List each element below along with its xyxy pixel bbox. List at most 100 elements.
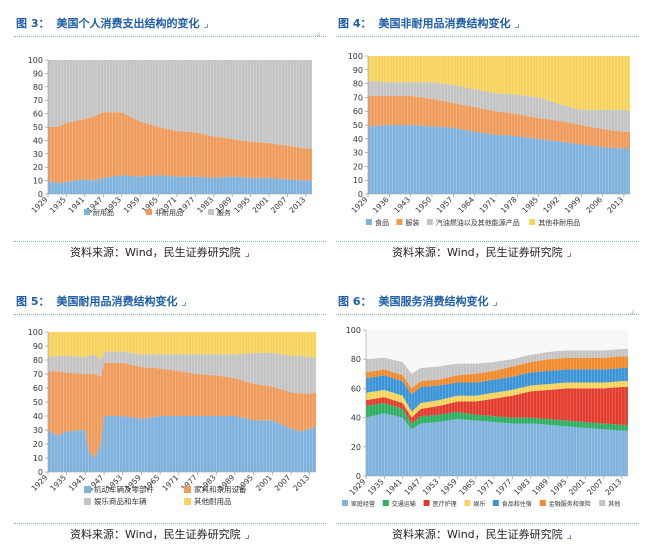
legend-swatch bbox=[529, 219, 536, 225]
y-tick-label: 50 bbox=[353, 121, 363, 130]
source-line: 资料来源：Wind，民生证券研究院 ⌟ bbox=[70, 526, 250, 544]
chart-title: 图 4： 美国非耐用品消费结构变化 ⌟ bbox=[338, 14, 520, 34]
x-tick-label: 1929 bbox=[350, 195, 370, 215]
title-mark-icon: ⌟ bbox=[181, 295, 187, 308]
y-tick-label: 20 bbox=[33, 440, 43, 449]
legend-swatch bbox=[184, 498, 191, 505]
x-tick-label: 1978 bbox=[499, 195, 519, 215]
column-stripes bbox=[47, 60, 313, 194]
legend: 家庭经营 交通运输 医疗护理 娱乐 食品和住宿 金融服务和保险 其他 bbox=[342, 500, 620, 508]
y-tick-label: 100 bbox=[348, 52, 363, 61]
x-tick-label: 1989 bbox=[530, 477, 550, 497]
y-tick-label: 70 bbox=[353, 93, 363, 102]
legend-swatch bbox=[539, 500, 546, 506]
y-tick-label: 60 bbox=[351, 384, 361, 393]
y-tick-label: 100 bbox=[346, 326, 361, 335]
x-tick-label: 1935 bbox=[48, 473, 68, 493]
legend-swatch bbox=[84, 498, 91, 505]
legend-label: 食品 bbox=[375, 218, 389, 227]
x-tick-label: 2007 bbox=[585, 477, 605, 497]
y-tick-label: 80 bbox=[353, 80, 363, 89]
chart-fig6: 0 20 40 60 80 100 1929193519411947195319591965… bbox=[342, 326, 629, 508]
legend-swatch bbox=[184, 486, 191, 493]
figure-number: 图 5： bbox=[16, 295, 50, 308]
chart-title: 图 6： 美国服务消费结构变化 ⌟ bbox=[338, 292, 498, 312]
x-tick-label: 1943 bbox=[392, 195, 412, 215]
source-line: 资料来源：Wind，民生证券研究院 ⌟ bbox=[392, 244, 572, 262]
source-line: 资料来源：Wind，民生证券研究院 ⌟ bbox=[392, 526, 572, 544]
y-tick-label: 50 bbox=[33, 123, 43, 132]
x-tick-label: 2006 bbox=[584, 195, 604, 215]
legend-label: 交通运输 bbox=[392, 500, 416, 508]
legend-swatch bbox=[396, 219, 403, 225]
y-tick-label: 0 bbox=[38, 190, 43, 199]
y-tick-label: 40 bbox=[33, 136, 43, 145]
y-tick-label: 100 bbox=[28, 328, 43, 337]
y-tick-label: 10 bbox=[33, 454, 43, 463]
x-tick-label: 1959 bbox=[439, 477, 459, 497]
x-tick-label: 2007 bbox=[269, 195, 289, 215]
chart-panel-fig3: 图 3： 美国个人消费支出结构的变化 ⌟ 0 10 20 30 40 50 60 70 80 90 10… bbox=[14, 14, 326, 262]
source-mark-icon: ⌟ bbox=[566, 528, 572, 541]
y-tick-label: 0 bbox=[356, 472, 361, 481]
source-text: 资料来源：Wind，民生证券研究院 bbox=[392, 246, 563, 259]
y-tick-label: 20 bbox=[33, 163, 43, 172]
chart-panel-fig4: 图 4： 美国非耐用品消费结构变化 ⌟ 0 10 20 30 40 50 60 70 80 90 100… bbox=[336, 14, 639, 262]
legend-swatch bbox=[599, 500, 606, 506]
source-divider bbox=[336, 241, 639, 242]
y-tick-label: 10 bbox=[33, 177, 43, 186]
figure-number: 图 3： bbox=[16, 17, 50, 30]
legend-label: 娱乐商品和车辆 bbox=[94, 496, 147, 506]
source-divider bbox=[14, 523, 326, 524]
figure-title: 美国个人消费支出结构的变化 bbox=[56, 17, 200, 30]
x-tick-label: 1957 bbox=[435, 195, 455, 215]
x-tick-label: 1941 bbox=[66, 195, 86, 215]
x-tick-label: 1953 bbox=[421, 477, 441, 497]
x-tick-label: 2013 bbox=[287, 195, 307, 215]
y-tick-label: 70 bbox=[33, 370, 43, 379]
source-mark-icon: ⌟ bbox=[566, 246, 572, 259]
y-tick-label: 80 bbox=[33, 83, 43, 92]
x-tick-label: 1941 bbox=[67, 473, 87, 493]
legend-label: 其他非耐用品 bbox=[538, 218, 580, 227]
figure-title: 美国耐用品消费结构变化 bbox=[56, 295, 178, 308]
y-tick-label: 60 bbox=[353, 107, 363, 116]
x-tick-label: 1941 bbox=[384, 477, 404, 497]
x-tick-label: 1935 bbox=[366, 477, 386, 497]
source-text: 资料来源：Wind，民生证券研究院 bbox=[392, 528, 563, 541]
legend-swatch bbox=[146, 209, 152, 215]
x-tick-label: 1947 bbox=[402, 477, 422, 497]
legend-label: 娱乐 bbox=[473, 500, 485, 508]
title-mark-icon: ⌟ bbox=[203, 17, 209, 30]
x-tick-label: 2013 bbox=[291, 473, 311, 493]
title-divider bbox=[14, 36, 326, 37]
column-stripes bbox=[367, 56, 631, 194]
y-tick-label: 70 bbox=[33, 96, 43, 105]
y-tick-label: 40 bbox=[351, 414, 361, 423]
y-tick-label: 10 bbox=[353, 176, 363, 185]
chart-fig3: 0102030405060708090100192919351941194719… bbox=[28, 56, 313, 217]
legend-label: 非耐用品 bbox=[155, 208, 183, 217]
legend-label: 食品和住宿 bbox=[502, 500, 532, 508]
source-divider bbox=[336, 523, 639, 524]
legend-swatch bbox=[342, 500, 348, 506]
legend-swatch bbox=[84, 486, 91, 493]
x-tick-label: 1977 bbox=[494, 477, 514, 497]
legend-label: 耐用品 bbox=[93, 208, 114, 217]
figure-number: 图 4： bbox=[338, 17, 372, 30]
x-tick-label: 1983 bbox=[512, 477, 532, 497]
area-series-2 bbox=[48, 351, 316, 394]
legend-swatch bbox=[423, 500, 430, 506]
legend: 食品 服装 汽油燃油以及其他能源产品 其他非耐用品 bbox=[366, 218, 580, 227]
y-tick-label: 50 bbox=[33, 398, 43, 407]
title-divider bbox=[336, 36, 639, 37]
legend-label: 汽油燃油以及其他能源产品 bbox=[436, 218, 520, 227]
legend-swatch bbox=[464, 500, 471, 506]
y-tick-label: 90 bbox=[353, 66, 363, 75]
chart-panel-fig5: 图 5： 美国耐用品消费结构变化 ⌟ 0 10 20 30 40 50 60 70 80 90 100 1… bbox=[14, 292, 326, 544]
y-tick-label: 40 bbox=[33, 412, 43, 421]
x-tick-label: 1929 bbox=[348, 477, 368, 497]
source-text: 资料来源：Wind，民生证券研究院 bbox=[70, 528, 241, 541]
y-tick-label: 40 bbox=[353, 135, 363, 144]
